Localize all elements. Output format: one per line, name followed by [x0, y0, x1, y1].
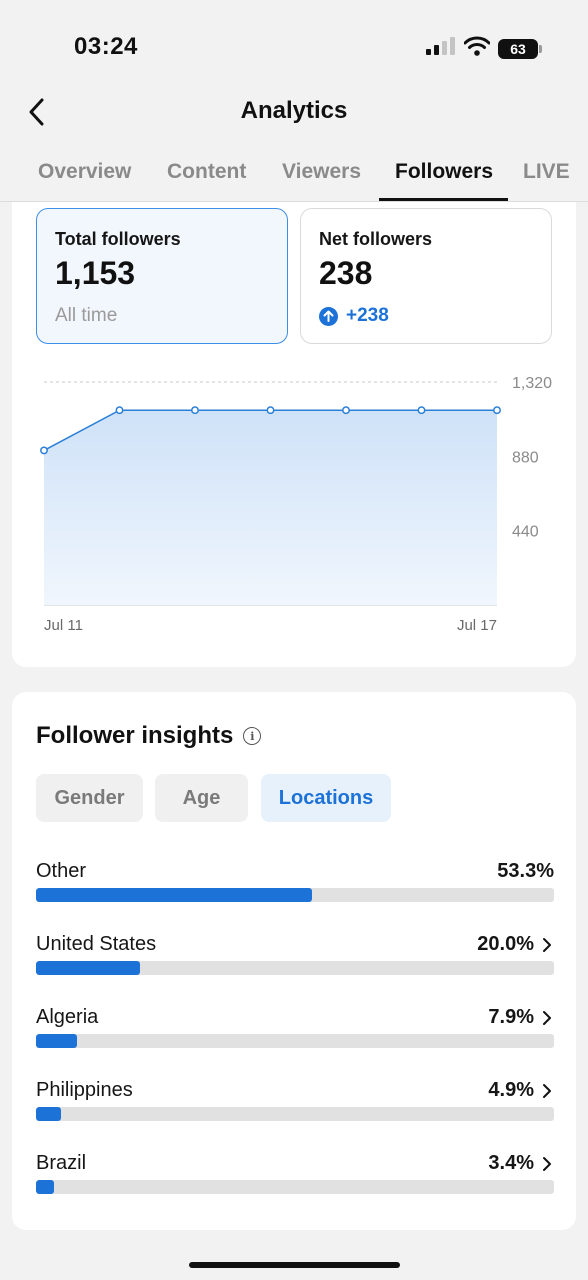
location-percent: 53.3%	[497, 860, 554, 882]
page-title: Analytics	[240, 97, 348, 124]
tab-followers[interactable]: Followers	[395, 160, 494, 183]
location-bar-track	[36, 1107, 554, 1121]
location-bar-fill	[36, 1180, 54, 1194]
total-followers-label: Total followers	[55, 229, 181, 249]
home-indicator	[189, 1262, 400, 1268]
net-followers-value: 238	[319, 255, 373, 291]
insights-title: Follower insights	[36, 722, 234, 749]
total-followers-value: 1,153	[55, 255, 136, 291]
active-tab-indicator	[379, 198, 508, 201]
filter-gender[interactable]: Gender	[36, 774, 143, 822]
x-tick-label: Jul 17	[457, 617, 497, 634]
wifi-icon	[463, 36, 491, 61]
x-tick-label: Jul 11	[44, 617, 83, 634]
location-row[interactable]: Brazil 3.4%	[36, 1152, 554, 1212]
filter-age[interactable]: Age	[155, 774, 248, 822]
y-tick-label: 440	[512, 524, 539, 541]
data-point	[417, 406, 426, 415]
location-bar-fill	[36, 1107, 62, 1121]
chevron-right-icon	[543, 938, 551, 952]
data-point	[493, 406, 501, 415]
location-bar-fill	[36, 1034, 77, 1048]
insights-heading: Follower insights i	[36, 722, 262, 750]
data-point	[40, 446, 48, 455]
tab-overview[interactable]: Overview	[38, 160, 132, 183]
battery-level: 63	[510, 40, 526, 57]
location-row[interactable]: Philippines 4.9%	[36, 1079, 554, 1139]
status-time: 03:24	[74, 33, 138, 60]
followers-overview-card: Total followers 1,153 All time Net follo…	[12, 202, 576, 667]
location-row[interactable]: United States 20.0%	[36, 933, 554, 993]
net-followers-delta-value: +238	[346, 305, 389, 326]
location-percent: 4.9%	[488, 1079, 534, 1101]
chevron-right-icon	[543, 1157, 551, 1171]
tab-viewers[interactable]: Viewers	[282, 160, 362, 183]
net-followers-card[interactable]: Net followers 238 +238	[300, 208, 552, 344]
location-name: Other	[36, 860, 87, 882]
location-bar-track	[36, 1180, 554, 1194]
y-tick-label: 880	[512, 449, 539, 466]
back-button[interactable]	[18, 94, 54, 130]
location-bar-track	[36, 961, 554, 975]
data-point	[342, 406, 350, 415]
location-row[interactable]: Algeria 7.9%	[36, 1006, 554, 1066]
tab-content[interactable]: Content	[167, 160, 247, 183]
data-point	[191, 406, 199, 415]
filter-locations[interactable]: Locations	[261, 774, 391, 822]
location-bar-fill	[36, 888, 313, 902]
arrow-up-icon	[319, 306, 338, 326]
cellular-signal-icon	[426, 37, 456, 60]
total-followers-card[interactable]: Total followers 1,153 All time	[36, 208, 288, 344]
followers-chart-svg: 440 880 1,320 Jul 11 Jul 17	[40, 375, 552, 634]
data-point	[115, 406, 124, 415]
net-followers-delta: +238	[319, 305, 389, 327]
area-fill	[44, 410, 497, 605]
location-name: Algeria	[36, 1006, 99, 1028]
location-name: Philippines	[36, 1079, 133, 1101]
data-point	[266, 406, 275, 415]
follower-insights-card: Follower insights i Gender Age Locations…	[12, 692, 576, 1230]
chevron-right-icon	[543, 1084, 551, 1098]
location-bar-fill	[36, 961, 140, 975]
status-bar: 03:24 63	[0, 0, 588, 80]
info-icon[interactable]: i	[243, 727, 262, 745]
tab-live[interactable]: LIVE	[523, 160, 570, 183]
location-bar-track	[36, 888, 554, 902]
battery-icon: 63	[498, 38, 542, 59]
nav-bar: Analytics	[0, 80, 588, 144]
status-icons: 63	[426, 36, 542, 61]
location-bar-track	[36, 1034, 554, 1048]
location-name: United States	[36, 933, 157, 955]
tab-bar: Overview Content Viewers Followers LIVE	[0, 150, 588, 202]
net-followers-label: Net followers	[319, 229, 433, 249]
chevron-left-icon	[29, 98, 44, 126]
location-percent: 20.0%	[477, 933, 534, 955]
total-followers-period: All time	[55, 305, 118, 326]
chevron-right-icon	[543, 1011, 551, 1025]
y-tick-label: 1,320	[512, 375, 552, 392]
location-percent: 7.9%	[488, 1006, 534, 1028]
location-percent: 3.4%	[488, 1152, 534, 1174]
location-name: Brazil	[36, 1152, 87, 1174]
followers-chart: 440 880 1,320 Jul 11 Jul 17	[12, 362, 576, 652]
location-row: Other 53.3%	[36, 860, 554, 920]
